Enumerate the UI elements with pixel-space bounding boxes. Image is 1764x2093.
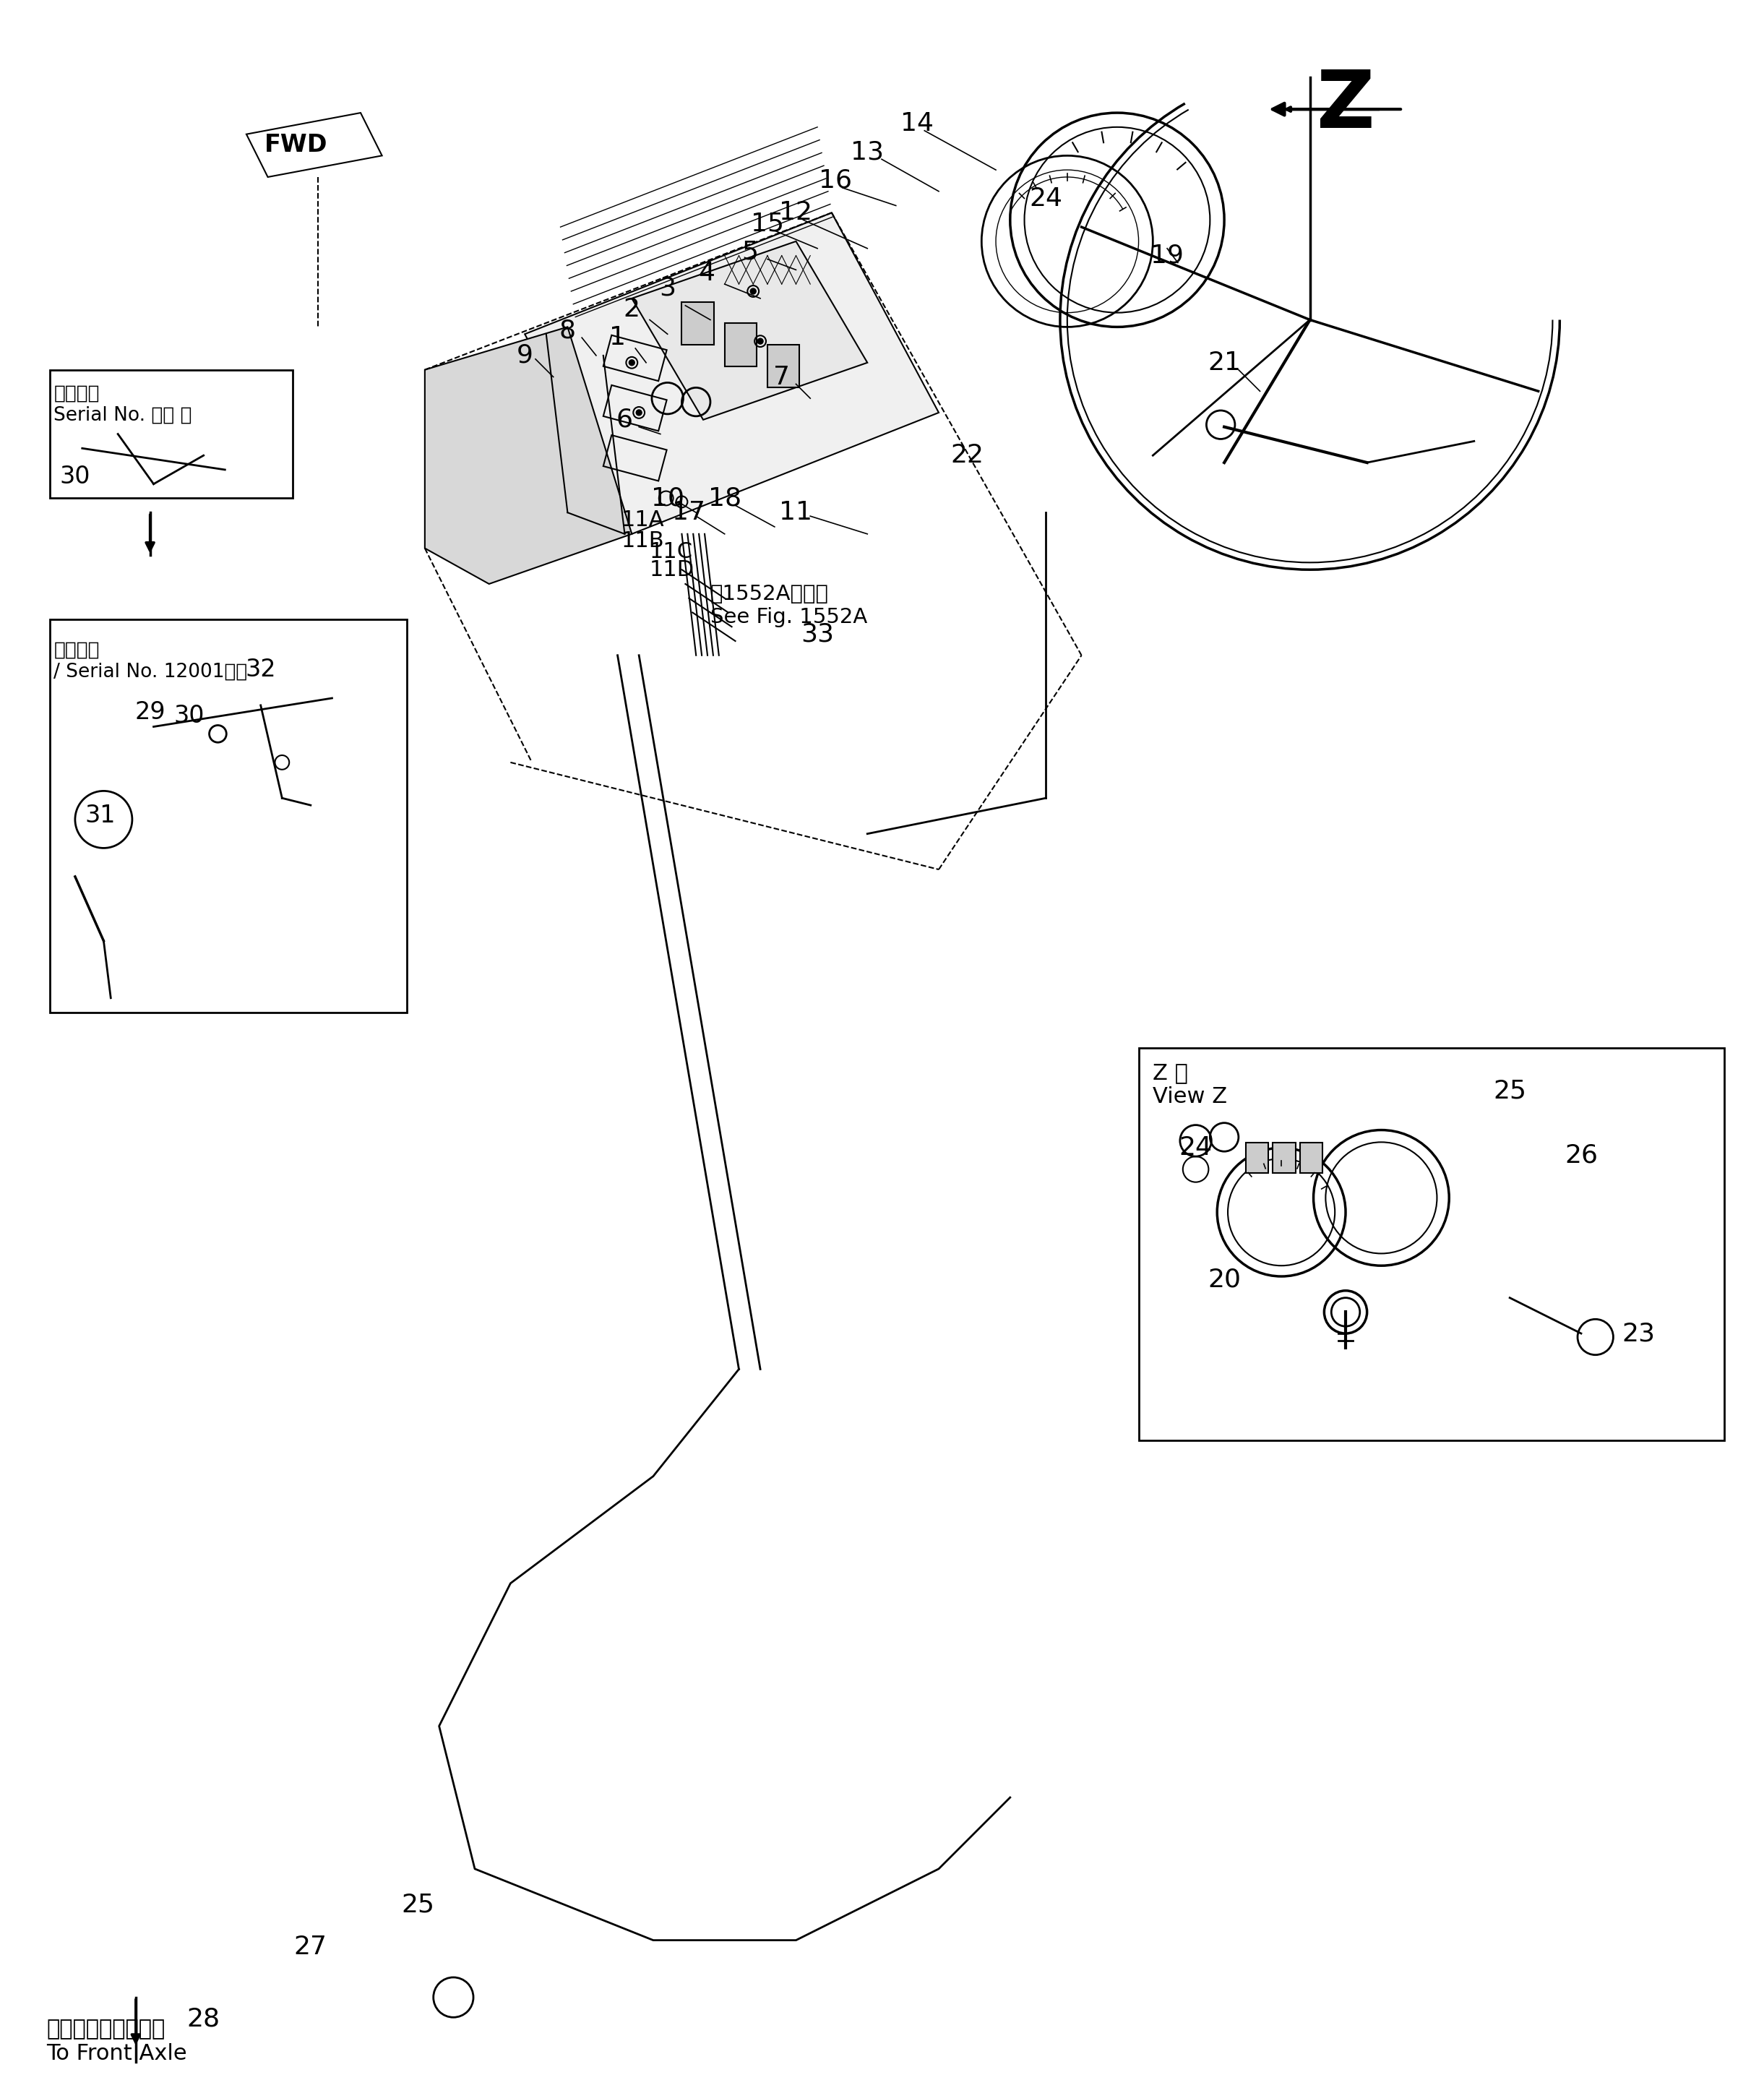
Text: 32: 32 xyxy=(245,657,275,682)
Text: 24: 24 xyxy=(1028,186,1062,211)
Bar xyxy=(725,324,757,366)
Polygon shape xyxy=(524,213,938,534)
Text: 31: 31 xyxy=(85,804,115,829)
Bar xyxy=(1138,1049,1723,1440)
Text: 21: 21 xyxy=(1208,350,1240,375)
Bar xyxy=(767,345,799,387)
Text: FWD: FWD xyxy=(265,134,328,157)
Text: フロントアクスルへ
To Front Axle: フロントアクスルへ To Front Axle xyxy=(46,2020,187,2064)
Text: 11D: 11D xyxy=(649,559,695,580)
Polygon shape xyxy=(632,241,868,421)
Text: Z: Z xyxy=(1316,67,1374,144)
Text: 第1552A図参照
See Fig. 1552A: 第1552A図参照 See Fig. 1552A xyxy=(711,584,868,628)
Text: 26: 26 xyxy=(1565,1143,1598,1168)
Text: 14: 14 xyxy=(901,111,933,136)
Text: 22: 22 xyxy=(951,444,984,467)
Text: 10: 10 xyxy=(651,486,684,511)
Text: 29: 29 xyxy=(134,701,166,724)
Circle shape xyxy=(630,360,635,366)
Text: 33: 33 xyxy=(801,622,834,647)
Text: 11: 11 xyxy=(780,500,813,525)
Text: 6: 6 xyxy=(616,408,633,431)
Polygon shape xyxy=(425,327,632,584)
Text: 1: 1 xyxy=(609,324,626,350)
Text: 12: 12 xyxy=(780,201,813,226)
Text: Z 視
View Z: Z 視 View Z xyxy=(1154,1063,1228,1107)
Text: 25: 25 xyxy=(400,1892,434,1917)
Text: 5: 5 xyxy=(741,241,759,264)
Text: 11B: 11B xyxy=(621,532,665,553)
Text: 13: 13 xyxy=(850,140,884,165)
Text: 7: 7 xyxy=(773,364,790,389)
Text: 24: 24 xyxy=(1178,1136,1212,1160)
Text: 11C: 11C xyxy=(649,542,693,563)
Text: 28: 28 xyxy=(187,2007,221,2030)
Bar xyxy=(603,385,667,431)
Circle shape xyxy=(637,410,642,417)
Text: 2: 2 xyxy=(623,297,640,322)
Bar xyxy=(1300,1143,1323,1172)
Text: 30: 30 xyxy=(60,465,90,490)
Text: 27: 27 xyxy=(295,1936,328,1959)
Bar xyxy=(1274,1143,1295,1172)
Text: 8: 8 xyxy=(559,318,575,343)
Text: 17: 17 xyxy=(672,500,706,525)
Bar xyxy=(603,335,667,381)
Bar xyxy=(683,301,714,345)
Text: 23: 23 xyxy=(1621,1321,1655,1346)
Text: 18: 18 xyxy=(707,486,741,511)
Bar xyxy=(49,620,407,1013)
Text: 19: 19 xyxy=(1150,243,1184,268)
Text: 9: 9 xyxy=(517,343,533,368)
Text: 11A: 11A xyxy=(621,509,665,530)
Text: 15: 15 xyxy=(751,211,783,237)
Circle shape xyxy=(750,289,757,295)
Text: 25: 25 xyxy=(1492,1078,1526,1103)
Bar xyxy=(1245,1143,1268,1172)
Text: 適用号機
Serial No. ・・ ～: 適用号機 Serial No. ・・ ～ xyxy=(53,383,192,425)
Bar xyxy=(603,435,667,481)
Circle shape xyxy=(757,339,764,343)
Text: 4: 4 xyxy=(699,262,714,287)
Bar xyxy=(49,370,293,498)
Text: 3: 3 xyxy=(660,276,676,299)
Text: 適用号機
/ Serial No. 12001～。: 適用号機 / Serial No. 12001～。 xyxy=(53,640,247,682)
Text: 16: 16 xyxy=(818,167,852,193)
Text: 30: 30 xyxy=(175,703,205,728)
Text: 20: 20 xyxy=(1208,1268,1240,1291)
